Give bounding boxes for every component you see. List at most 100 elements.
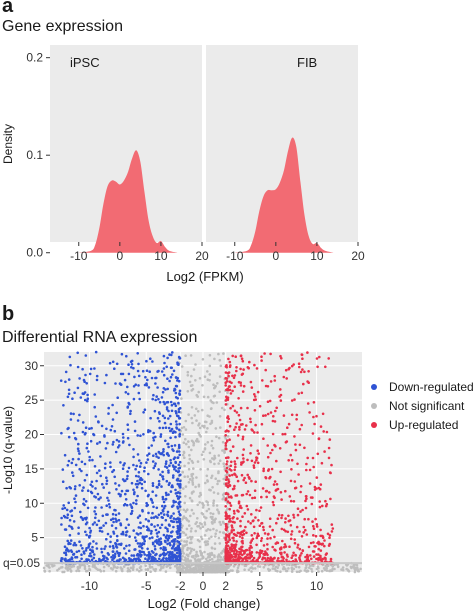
volcano-point [116,539,119,542]
volcano-point [178,389,182,393]
volcano-point [87,535,91,538]
volcano-point [89,548,92,551]
volcano-point [87,546,90,549]
volcano-point [302,531,306,534]
volcano-point [232,558,235,561]
facet-ipsc-density-area [78,150,178,253]
volcano-point [211,486,214,489]
volcano-point [312,541,315,544]
volcano-point [166,387,169,391]
volcano-point [164,526,167,529]
volcano-point [115,438,119,442]
volcano-point [112,468,116,472]
volcano-point [135,464,138,468]
volcano-point [157,557,161,561]
volcano-point [164,497,168,501]
volcano-point [137,475,140,478]
volcano-point [122,532,125,536]
volcano-point [147,386,151,389]
volcano-point [248,549,251,552]
volcano-point [299,510,302,513]
volcano-point [228,501,232,505]
volcano-point [189,530,193,533]
volcano-point [310,502,314,506]
volcano-point [282,528,286,532]
volcano-point [241,435,245,439]
volcano-point [64,380,67,384]
volcano-point [311,432,315,435]
volcano-point [69,539,73,542]
volcano-point [174,420,178,423]
volcano-point [206,395,210,399]
volcano-point [125,489,128,493]
volcano-point [205,509,209,513]
volcano-point [202,504,205,507]
volcano-point [269,557,273,561]
volcano-point [157,483,161,487]
volcano-point [95,378,99,382]
volcano-point [214,477,217,481]
volcano-point [223,451,226,454]
volcano-point [225,395,228,399]
volcano-point [148,554,152,558]
volcano-point [260,422,264,426]
volcano-point [231,445,235,448]
volcano-point [144,564,147,568]
volcano-point [246,406,249,410]
volcano-point [218,542,222,545]
volcano-point [206,370,209,373]
volcano-point [252,556,256,560]
volcano-point [70,556,74,559]
volcano-point [134,482,138,486]
volcano-point [213,394,217,398]
volcano-point [84,549,88,552]
volcano-point [82,378,86,382]
volcano-point [249,555,253,558]
volcano-point [244,481,248,485]
volcano-point [250,479,253,483]
volcano-point [224,371,228,374]
volcano-point [230,555,234,559]
volcano-point [225,365,228,369]
volcano-point [293,398,296,401]
volcano-point [250,513,253,516]
volcano-point [160,523,164,527]
volcano-point [198,501,201,504]
volcano-point [103,381,107,385]
volcano-point [266,455,270,459]
volcano-point [177,443,181,447]
volcano-point [175,530,179,533]
volcano-point [178,550,182,554]
volcano-point [178,548,182,552]
volcano-point [224,511,228,514]
volcano-point [305,558,309,561]
volcano-point [231,520,235,524]
volcano-point [303,370,306,374]
volcano-point [84,517,88,521]
volcano-point [178,453,181,457]
volcano-point [105,482,108,486]
volcano-point [240,506,243,510]
volcano-point [190,416,193,420]
volcano-point [228,514,231,518]
volcano-point [117,484,121,487]
volcano-point [285,440,289,443]
volcano-point [115,411,118,415]
volcano-point [246,458,249,462]
volcano-point [78,377,81,380]
volcano-point [132,492,136,496]
volcano-point [67,392,71,396]
volcano-point [182,516,186,519]
volcano-point [128,544,131,547]
volcano-point [241,530,245,533]
volcano-point [295,413,299,417]
volcano-point [264,368,268,372]
volcano-point [126,474,129,478]
volcano-point [151,536,154,539]
volcano-point [178,450,181,453]
volcano-point [162,450,165,453]
volcano-point [232,528,235,532]
volcano-point [242,478,245,482]
volcano-point [192,569,195,573]
volcano-point [142,433,145,436]
